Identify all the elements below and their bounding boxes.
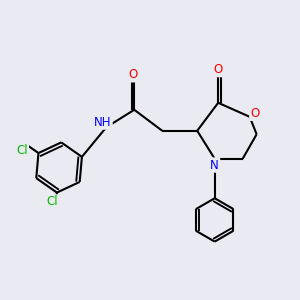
Text: Cl: Cl [46,195,58,208]
Text: N: N [210,158,219,172]
Text: O: O [214,63,223,76]
Text: Cl: Cl [16,144,28,157]
Text: O: O [250,107,260,120]
Text: O: O [128,68,137,81]
Text: NH: NH [94,116,112,128]
